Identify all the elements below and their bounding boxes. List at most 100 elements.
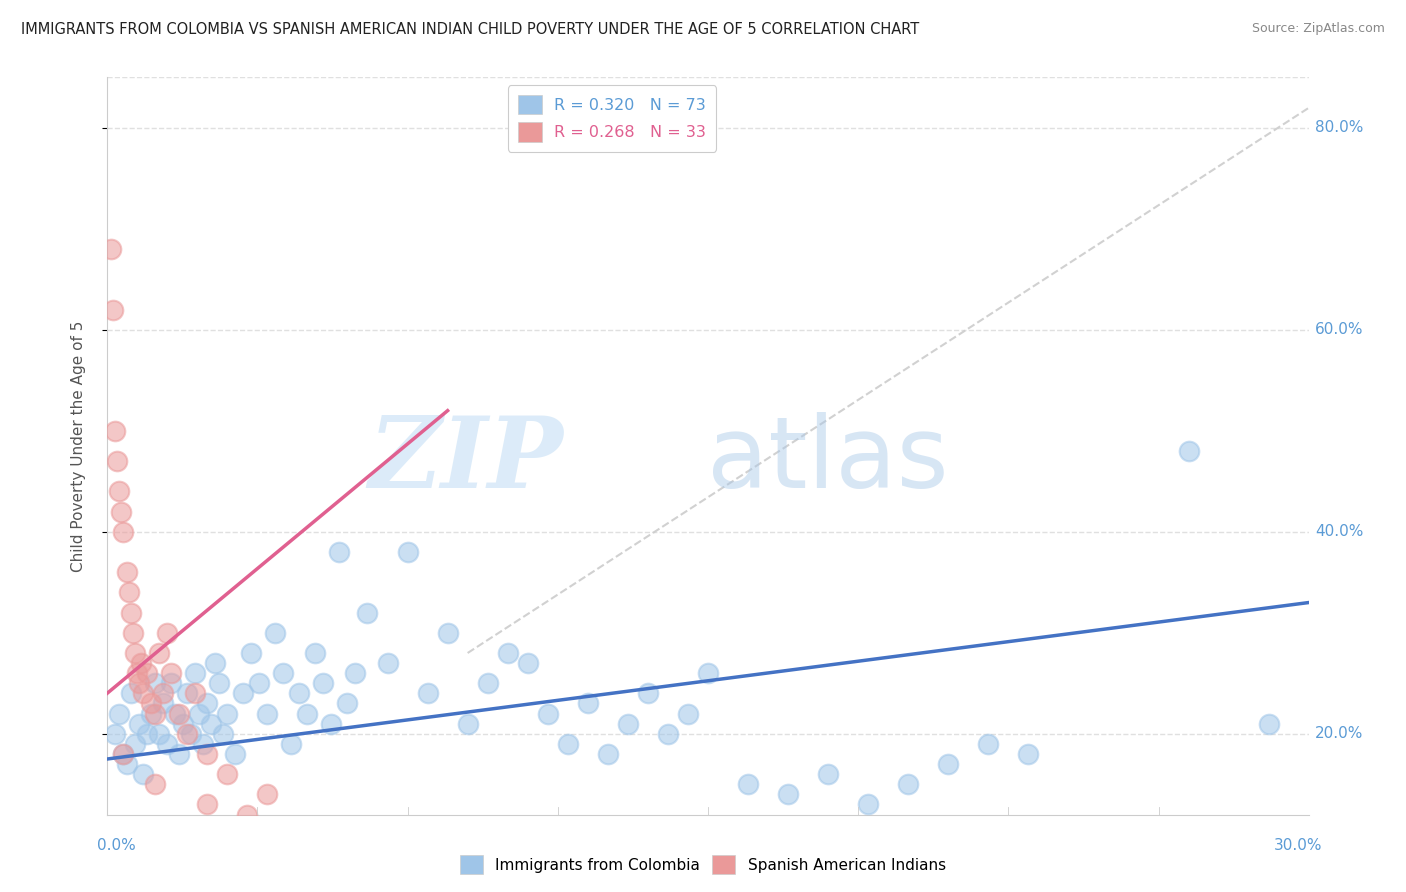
- Point: [858, 797, 880, 812]
- Point: [167, 747, 190, 761]
- Point: [697, 666, 720, 681]
- Text: atlas: atlas: [707, 412, 949, 509]
- Point: [217, 767, 239, 781]
- Point: [193, 737, 215, 751]
- Point: [195, 747, 218, 761]
- Point: [977, 737, 1000, 751]
- Point: [321, 716, 343, 731]
- Point: [104, 424, 127, 438]
- Point: [938, 757, 960, 772]
- Point: [132, 767, 155, 781]
- Point: [184, 686, 207, 700]
- Point: [110, 505, 132, 519]
- Point: [124, 646, 146, 660]
- Point: [576, 697, 599, 711]
- Point: [336, 697, 359, 711]
- Point: [288, 686, 311, 700]
- Point: [817, 767, 839, 781]
- Text: 80.0%: 80.0%: [1315, 120, 1364, 136]
- Point: [136, 727, 159, 741]
- Point: [280, 737, 302, 751]
- Point: [105, 454, 128, 468]
- Legend: R = 0.320   N = 73, R = 0.268   N = 33: R = 0.320 N = 73, R = 0.268 N = 33: [508, 86, 716, 152]
- Point: [143, 706, 166, 721]
- Point: [128, 676, 150, 690]
- Point: [165, 706, 187, 721]
- Text: IMMIGRANTS FROM COLOMBIA VS SPANISH AMERICAN INDIAN CHILD POVERTY UNDER THE AGE : IMMIGRANTS FROM COLOMBIA VS SPANISH AMER…: [21, 22, 920, 37]
- Point: [143, 676, 166, 690]
- Point: [112, 747, 135, 761]
- Point: [120, 686, 142, 700]
- Point: [304, 646, 326, 660]
- Point: [128, 716, 150, 731]
- Point: [273, 666, 295, 681]
- Point: [148, 727, 170, 741]
- Point: [637, 686, 659, 700]
- Point: [195, 697, 218, 711]
- Point: [200, 716, 222, 731]
- Point: [129, 656, 152, 670]
- Point: [136, 666, 159, 681]
- Point: [557, 737, 579, 751]
- Point: [344, 666, 367, 681]
- Point: [256, 788, 278, 802]
- Point: [377, 656, 399, 670]
- Y-axis label: Child Poverty Under the Age of 5: Child Poverty Under the Age of 5: [72, 320, 86, 572]
- Point: [676, 706, 699, 721]
- Legend: Immigrants from Colombia, Spanish American Indians: Immigrants from Colombia, Spanish Americ…: [454, 849, 952, 880]
- Text: 40.0%: 40.0%: [1315, 524, 1364, 540]
- Point: [132, 686, 155, 700]
- Point: [180, 727, 202, 741]
- Point: [256, 706, 278, 721]
- Point: [208, 676, 231, 690]
- Point: [396, 545, 419, 559]
- Point: [657, 727, 679, 741]
- Point: [247, 676, 270, 690]
- Point: [127, 666, 149, 681]
- Point: [176, 727, 198, 741]
- Point: [124, 737, 146, 751]
- Point: [152, 686, 174, 700]
- Text: ZIP: ZIP: [368, 412, 564, 509]
- Point: [356, 606, 378, 620]
- Point: [139, 706, 162, 721]
- Point: [148, 646, 170, 660]
- Point: [167, 706, 190, 721]
- Point: [596, 747, 619, 761]
- Point: [312, 676, 335, 690]
- Point: [120, 606, 142, 620]
- Point: [204, 656, 226, 670]
- Point: [160, 666, 183, 681]
- Point: [1257, 716, 1279, 731]
- Point: [297, 706, 319, 721]
- Point: [108, 484, 131, 499]
- Point: [104, 727, 127, 741]
- Point: [188, 706, 211, 721]
- Point: [477, 676, 499, 690]
- Point: [537, 706, 560, 721]
- Point: [100, 242, 122, 256]
- Point: [737, 777, 759, 791]
- Point: [112, 747, 135, 761]
- Point: [236, 807, 259, 822]
- Point: [160, 676, 183, 690]
- Point: [457, 716, 479, 731]
- Point: [264, 625, 287, 640]
- Point: [172, 716, 194, 731]
- Point: [436, 625, 458, 640]
- Text: 30.0%: 30.0%: [1274, 838, 1322, 853]
- Point: [778, 788, 800, 802]
- Point: [224, 747, 246, 761]
- Point: [897, 777, 920, 791]
- Point: [115, 757, 138, 772]
- Point: [139, 697, 162, 711]
- Point: [156, 737, 179, 751]
- Point: [152, 697, 174, 711]
- Point: [240, 646, 263, 660]
- Point: [118, 585, 141, 599]
- Point: [232, 686, 254, 700]
- Point: [184, 666, 207, 681]
- Point: [516, 656, 538, 670]
- Point: [217, 706, 239, 721]
- Point: [195, 797, 218, 812]
